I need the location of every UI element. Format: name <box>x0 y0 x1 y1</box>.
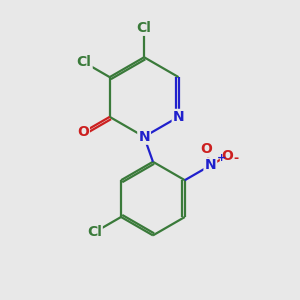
Text: Cl: Cl <box>137 21 152 35</box>
Text: Cl: Cl <box>87 225 102 239</box>
Text: O: O <box>221 149 233 163</box>
Text: N: N <box>173 110 184 124</box>
Text: Cl: Cl <box>77 56 92 69</box>
Text: O: O <box>200 142 212 156</box>
Text: N: N <box>138 130 150 144</box>
Text: N: N <box>205 158 216 172</box>
Text: +: + <box>217 153 226 163</box>
Text: O: O <box>77 125 89 139</box>
Text: -: - <box>234 152 239 165</box>
